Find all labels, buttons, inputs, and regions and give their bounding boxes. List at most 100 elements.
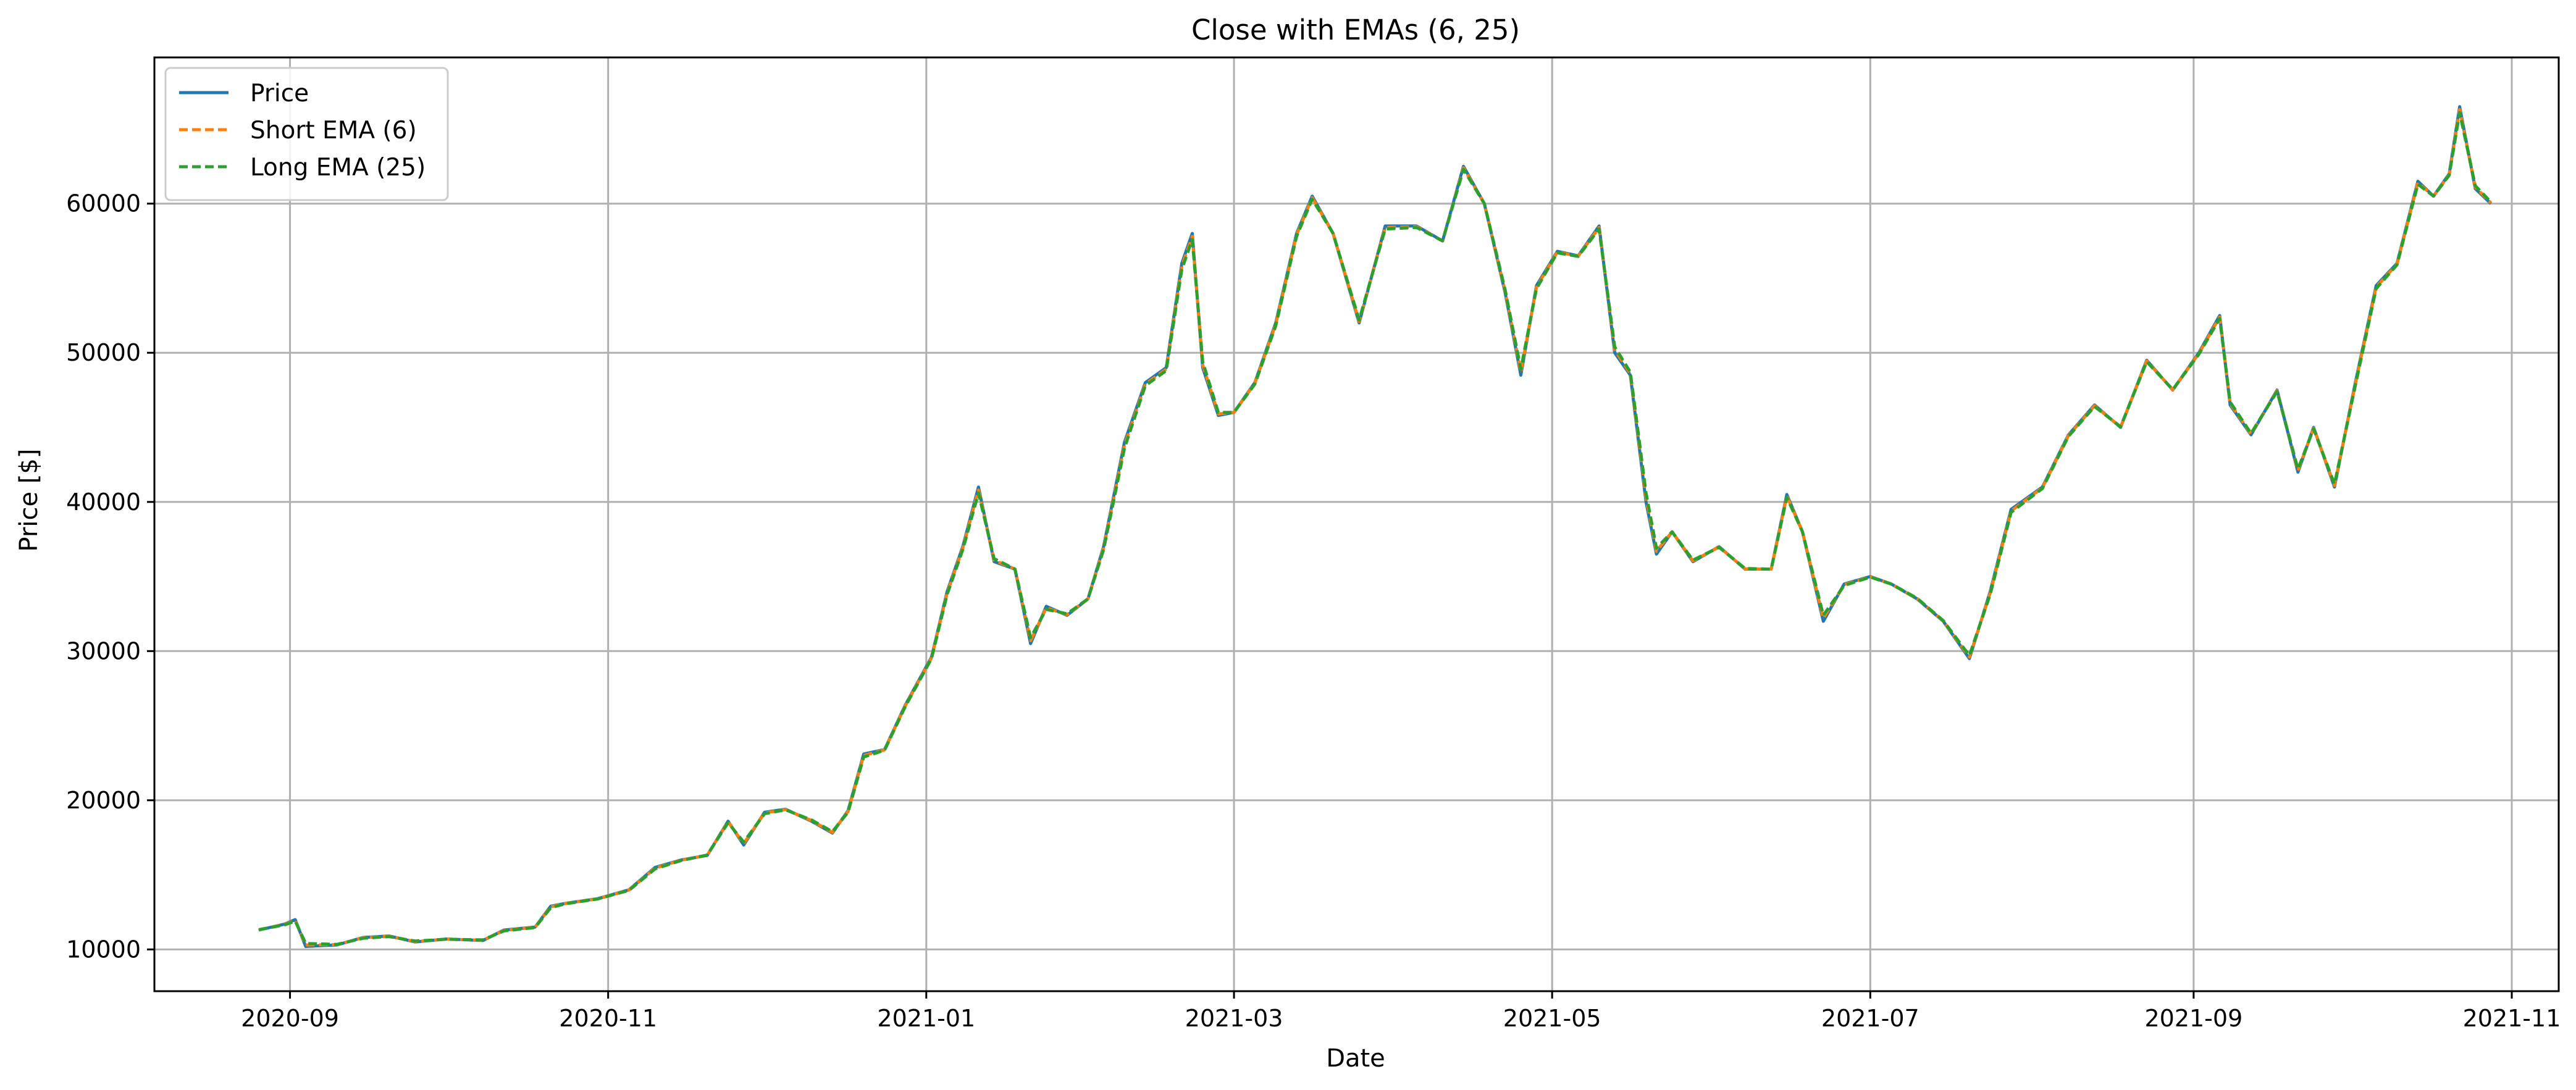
y-axis-label: Price [$]	[15, 449, 43, 552]
data-point	[1969, 656, 1970, 658]
y-tick-label: 20000	[66, 787, 141, 814]
data-point	[2230, 401, 2231, 403]
data-point	[905, 705, 906, 706]
data-point	[1165, 367, 1167, 368]
data-point	[305, 946, 306, 947]
data-point	[566, 903, 567, 904]
data-point	[2068, 436, 2069, 437]
data-point	[931, 656, 932, 658]
data-point	[1969, 655, 1970, 656]
data-point	[1233, 412, 1235, 413]
data-point	[847, 811, 849, 813]
data-point	[2396, 264, 2398, 266]
x-tick-label: 2020-11	[559, 1005, 657, 1032]
data-point	[1536, 288, 1537, 289]
y-tick-label: 40000	[66, 488, 141, 516]
data-point	[1614, 346, 1615, 348]
data-point	[1192, 236, 1193, 237]
data-point	[931, 658, 932, 659]
data-point	[2094, 406, 2095, 407]
data-point	[1656, 553, 1657, 555]
data-point	[2417, 182, 2419, 183]
y-tick-label: 60000	[66, 190, 141, 217]
data-point	[550, 905, 552, 907]
legend-label-short-ema-6: Short EMA (6)	[250, 117, 417, 145]
y-tick-label: 30000	[66, 637, 141, 664]
data-point	[2146, 361, 2147, 363]
data-point	[1145, 382, 1146, 383]
x-tick-label: 2021-05	[1503, 1005, 1601, 1032]
data-point	[2334, 485, 2335, 486]
series-line-long-ema-25	[258, 111, 2493, 946]
data-point	[305, 943, 306, 944]
data-point	[2010, 512, 2012, 513]
axes-frame	[153, 56, 2560, 992]
data-point	[1124, 445, 1125, 446]
data-point	[295, 920, 296, 921]
chart-title: Close with EMAs (6, 25)	[1191, 14, 1520, 46]
data-point	[2042, 488, 2043, 489]
data-point	[1577, 256, 1579, 257]
data-point	[1254, 384, 1256, 385]
data-point	[2355, 385, 2356, 386]
y-tick-label: 50000	[66, 339, 141, 366]
data-point	[258, 929, 259, 930]
data-point	[847, 811, 849, 812]
data-point	[1145, 384, 1146, 385]
x-tick-label: 2021-07	[1821, 1005, 1919, 1032]
x-tick-label: 2021-01	[877, 1005, 975, 1032]
data-point	[1275, 325, 1277, 327]
data-point	[1536, 287, 1537, 288]
data-point	[1030, 640, 1031, 641]
data-point	[482, 939, 484, 941]
data-point	[1030, 637, 1031, 639]
data-point	[1202, 364, 1203, 366]
series-long-ema-25	[258, 111, 2493, 946]
data-point	[1483, 203, 1485, 204]
data-point	[1218, 412, 1219, 413]
data-point	[1046, 609, 1047, 610]
data-point	[2068, 435, 2069, 436]
grid-layer	[154, 57, 2559, 991]
data-point	[1296, 236, 1297, 237]
legend-label-price: Price	[250, 80, 309, 107]
data-point	[388, 936, 390, 937]
data-point	[1598, 228, 1600, 230]
data-point	[1844, 584, 1845, 585]
data-point	[832, 831, 833, 832]
x-tick-label: 2020-09	[241, 1005, 339, 1032]
data-point	[1990, 594, 1991, 595]
data-point	[1463, 169, 1464, 170]
data-point	[2375, 288, 2377, 289]
data-point	[2459, 109, 2461, 110]
data-point	[550, 907, 552, 908]
data-point	[1192, 233, 1193, 234]
data-point	[2459, 106, 2461, 107]
data-point	[2459, 112, 2461, 113]
x-tick-label: 2021-03	[1185, 1005, 1283, 1032]
legend-box	[164, 67, 449, 201]
y-tick-label: 10000	[66, 936, 141, 963]
data-point	[1124, 442, 1125, 443]
data-point	[1645, 501, 1647, 503]
legend: Price Short EMA (6) Long EMA (25)	[164, 67, 449, 201]
data-point	[1192, 239, 1193, 240]
series-layer	[258, 105, 2493, 948]
data-point	[1202, 361, 1203, 363]
data-point	[1145, 385, 1146, 386]
x-tick-label: 2021-09	[2144, 1005, 2242, 1032]
legend-label-long-ema-25: Long EMA (25)	[250, 154, 426, 182]
data-point	[2417, 181, 2419, 182]
data-point	[1416, 227, 1417, 228]
data-point	[1181, 269, 1183, 270]
data-point	[2375, 285, 2377, 286]
x-axis-label: Date	[1326, 1044, 1385, 1073]
data-point	[1844, 585, 1845, 586]
data-point	[1823, 618, 1824, 619]
data-point	[1181, 262, 1183, 264]
tick-layer: 2020-09 2020-11 2021-01 2021-03 2021-05 2021-…	[66, 190, 2561, 1032]
data-point	[1181, 266, 1183, 267]
data-point	[1823, 614, 1824, 616]
